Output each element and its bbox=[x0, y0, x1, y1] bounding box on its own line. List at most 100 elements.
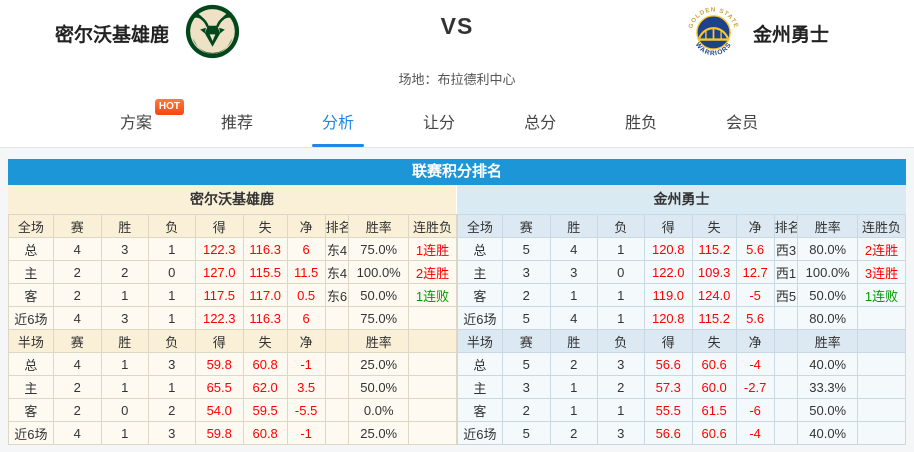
tab-6[interactable]: 胜负 bbox=[622, 95, 660, 147]
stat-value: 3连胜 bbox=[856, 260, 907, 284]
stat-value: 2 bbox=[52, 260, 102, 284]
stat-value: 59.5 bbox=[242, 398, 288, 422]
stat-value: 2 bbox=[501, 398, 551, 422]
row-label: 主 bbox=[457, 375, 503, 399]
stat-value: 55.5 bbox=[643, 398, 693, 422]
tab-2[interactable]: 推荐 bbox=[218, 95, 256, 147]
col-header: 得 bbox=[194, 329, 244, 353]
stat-value: 1 bbox=[596, 306, 645, 330]
stat-value: 5 bbox=[501, 421, 551, 445]
tab-label: 总分 bbox=[524, 115, 557, 132]
stat-value: 56.6 bbox=[643, 421, 693, 445]
stat-value bbox=[856, 398, 907, 422]
col-header: 赛 bbox=[52, 329, 102, 353]
stat-value: -4 bbox=[735, 421, 775, 445]
stat-value: 60.6 bbox=[691, 352, 737, 376]
col-header: 连胜负 bbox=[856, 214, 907, 238]
main-content: 联赛积分排名 密尔沃基雄鹿全场赛胜负得失净排名胜率连胜负总431122.3116… bbox=[0, 148, 914, 452]
stat-value: 122.3 bbox=[194, 237, 244, 261]
stat-value: 60.8 bbox=[242, 352, 288, 376]
stat-value: 50.0% bbox=[797, 283, 858, 307]
stats-row: 近6场 5 2 3 56.6 60.6 -4 40.0% bbox=[457, 421, 907, 445]
bucks-logo-icon bbox=[184, 3, 241, 60]
stat-value: 40.0% bbox=[797, 421, 858, 445]
stat-value: 75.0% bbox=[348, 237, 409, 261]
stats-row: 近6场 4 1 3 59.8 60.8 -1 25.0% bbox=[8, 421, 458, 445]
away-standings-section: 金州勇士全场赛胜负得失净排名胜率连胜负总541120.8115.25.6西380… bbox=[457, 185, 907, 445]
row-label: 近6场 bbox=[457, 306, 503, 330]
stat-value: 50.0% bbox=[348, 375, 409, 399]
stat-value: 33.3% bbox=[797, 375, 858, 399]
col-header: 胜 bbox=[100, 329, 149, 353]
stat-value: 1 bbox=[147, 306, 196, 330]
stat-value: 62.0 bbox=[242, 375, 288, 399]
stat-value: 120.8 bbox=[643, 237, 693, 261]
col-header: 赛 bbox=[501, 329, 551, 353]
stat-value: 2 bbox=[100, 260, 149, 284]
stat-value: 2 bbox=[147, 398, 196, 422]
stat-value: 100.0% bbox=[797, 260, 858, 284]
stats-row: 总 5 4 1 120.8 115.2 5.6 西3 80.0% 2连胜 bbox=[457, 237, 907, 261]
stat-value: 2 bbox=[52, 398, 102, 422]
stat-value: 4 bbox=[549, 306, 598, 330]
col-header bbox=[856, 329, 907, 353]
standings-table: 密尔沃基雄鹿全场赛胜负得失净排名胜率连胜负总431122.3116.36东475… bbox=[8, 185, 907, 445]
stat-value: -1 bbox=[286, 352, 326, 376]
away-section-title: 金州勇士 bbox=[457, 185, 906, 214]
stats-row: 主 2 2 0 127.0 115.5 11.5 东4 100.0% 2连胜 bbox=[8, 260, 458, 284]
tab-label: 方案 bbox=[120, 115, 153, 132]
col-header: 胜率 bbox=[348, 214, 409, 238]
stat-value: 80.0% bbox=[797, 306, 858, 330]
stat-value: 西3 bbox=[773, 237, 799, 261]
col-header: 负 bbox=[596, 214, 645, 238]
stat-value: 109.3 bbox=[691, 260, 737, 284]
stat-value: 60.0 bbox=[691, 375, 737, 399]
col-header: 胜 bbox=[549, 214, 598, 238]
stats-header-row: 半场赛胜负得失净胜率 bbox=[457, 329, 907, 353]
tab-label: 让分 bbox=[423, 115, 456, 132]
stat-value: 11.5 bbox=[286, 260, 326, 284]
stat-value: 5.6 bbox=[735, 306, 775, 330]
col-header: 半场 bbox=[457, 329, 503, 353]
tab-4[interactable]: 让分 bbox=[420, 95, 458, 147]
stat-value: 东4 bbox=[324, 260, 350, 284]
stat-value: 25.0% bbox=[348, 421, 409, 445]
stats-row: 总 4 1 3 59.8 60.8 -1 25.0% bbox=[8, 352, 458, 376]
stat-value bbox=[856, 421, 907, 445]
tab-5[interactable]: 总分 bbox=[521, 95, 559, 147]
home-standings-section: 密尔沃基雄鹿全场赛胜负得失净排名胜率连胜负总431122.3116.36东475… bbox=[8, 185, 458, 445]
stats-row: 近6场 5 4 1 120.8 115.2 5.6 80.0% bbox=[457, 306, 907, 330]
col-header: 胜率 bbox=[348, 329, 409, 353]
stat-value: 5.6 bbox=[735, 237, 775, 261]
stat-value: 124.0 bbox=[691, 283, 737, 307]
row-label: 主 bbox=[8, 375, 54, 399]
tab-label: 会员 bbox=[726, 115, 759, 132]
stat-value: 1 bbox=[147, 237, 196, 261]
stat-value: 50.0% bbox=[797, 398, 858, 422]
stat-value: 56.6 bbox=[643, 352, 693, 376]
col-header: 净 bbox=[735, 329, 775, 353]
home-section-title: 密尔沃基雄鹿 bbox=[8, 185, 457, 214]
stats-row: 总 4 3 1 122.3 116.3 6 东4 75.0% 1连胜 bbox=[8, 237, 458, 261]
tab-7[interactable]: 会员 bbox=[723, 95, 761, 147]
stat-value: 1 bbox=[147, 283, 196, 307]
tab-3[interactable]: 分析 bbox=[312, 95, 365, 147]
stats-row: 客 2 1 1 55.5 61.5 -6 50.0% bbox=[457, 398, 907, 422]
stat-value bbox=[856, 306, 907, 330]
stat-value: 6 bbox=[286, 306, 326, 330]
stat-value: 4 bbox=[549, 237, 598, 261]
col-header: 得 bbox=[643, 329, 693, 353]
team-stats-table: 全场赛胜负得失净排名胜率连胜负总431122.3116.36东475.0%1连胜… bbox=[8, 214, 458, 445]
col-header: 失 bbox=[242, 329, 288, 353]
col-header: 胜 bbox=[549, 329, 598, 353]
stat-value: -5 bbox=[735, 283, 775, 307]
col-header: 净 bbox=[286, 214, 326, 238]
stat-value: 西5 bbox=[773, 283, 799, 307]
tab-1[interactable]: 方案 HOT bbox=[117, 95, 185, 147]
stat-value: 57.3 bbox=[643, 375, 693, 399]
standings-title: 联赛积分排名 bbox=[8, 159, 906, 185]
stat-value: 西1 bbox=[773, 260, 799, 284]
stat-value: 61.5 bbox=[691, 398, 737, 422]
col-header: 排名 bbox=[773, 214, 799, 238]
stat-value: -5.5 bbox=[286, 398, 326, 422]
